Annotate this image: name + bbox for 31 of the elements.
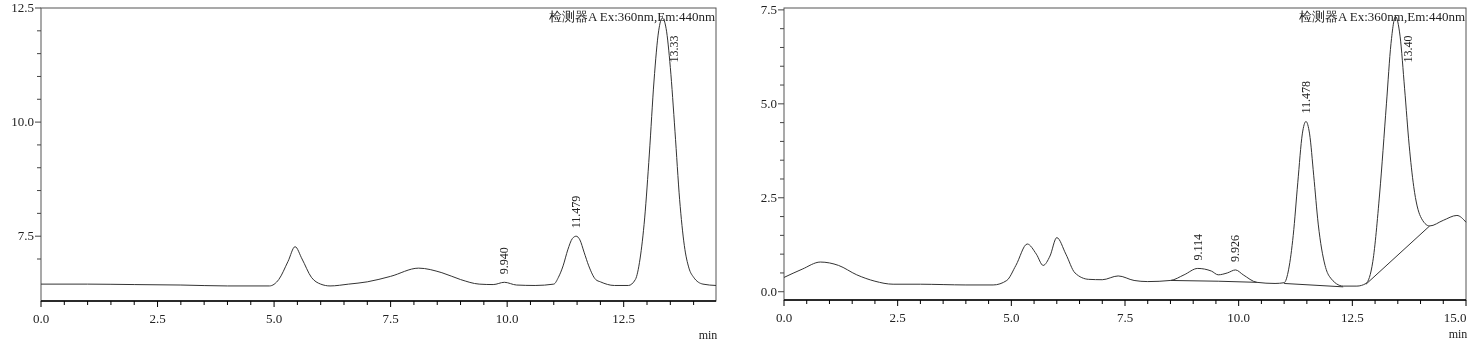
y-tick-label: 2.5 bbox=[760, 189, 777, 205]
x-tick-label: 10.0 bbox=[1227, 310, 1251, 325]
x-tick-label: 0.0 bbox=[32, 311, 50, 326]
annotation: 13.33 bbox=[667, 35, 682, 63]
annotation: 9.926 bbox=[1228, 234, 1243, 262]
x-tick-label: 2.5 bbox=[149, 311, 166, 326]
y-tick-label: 5.0 bbox=[760, 95, 777, 111]
annotation: 11.479 bbox=[569, 195, 584, 229]
x-tick-label: 0.0 bbox=[775, 310, 793, 325]
y-tick-label: 7.5 bbox=[760, 1, 777, 17]
x-tick-label: 12.5 bbox=[612, 311, 636, 326]
y-tick-label: 10.0 bbox=[11, 114, 34, 130]
annotation: 检测器A Ex:360nm,Em:440nm bbox=[1298, 9, 1465, 24]
y-tick-label: 7.5 bbox=[17, 228, 34, 244]
x-tick-label: 5.0 bbox=[265, 311, 283, 326]
annotation: 11.478 bbox=[1298, 80, 1313, 114]
annotation: 9.940 bbox=[497, 247, 512, 275]
y-tick-label: 12.5 bbox=[11, 0, 34, 15]
x-tick-label: 7.5 bbox=[1116, 310, 1134, 325]
x-axis-title: min bbox=[698, 328, 718, 342]
y-tick-label: 0.0 bbox=[760, 283, 777, 299]
x-tick-label: 10.0 bbox=[495, 311, 519, 326]
x-tick-label: 5.0 bbox=[1003, 310, 1020, 325]
x-tick-label: 15.0 bbox=[1443, 310, 1467, 325]
x-tick-label: 2.5 bbox=[889, 310, 906, 325]
x-tick-label: 7.5 bbox=[382, 311, 399, 326]
x-axis-title: min bbox=[1448, 327, 1468, 341]
x-tick-label: 12.5 bbox=[1340, 310, 1364, 325]
annotation: 13.40 bbox=[1400, 35, 1415, 63]
annotation: 9.114 bbox=[1190, 233, 1205, 261]
annotation: 检测器A Ex:360nm,Em:440nm bbox=[548, 9, 715, 24]
